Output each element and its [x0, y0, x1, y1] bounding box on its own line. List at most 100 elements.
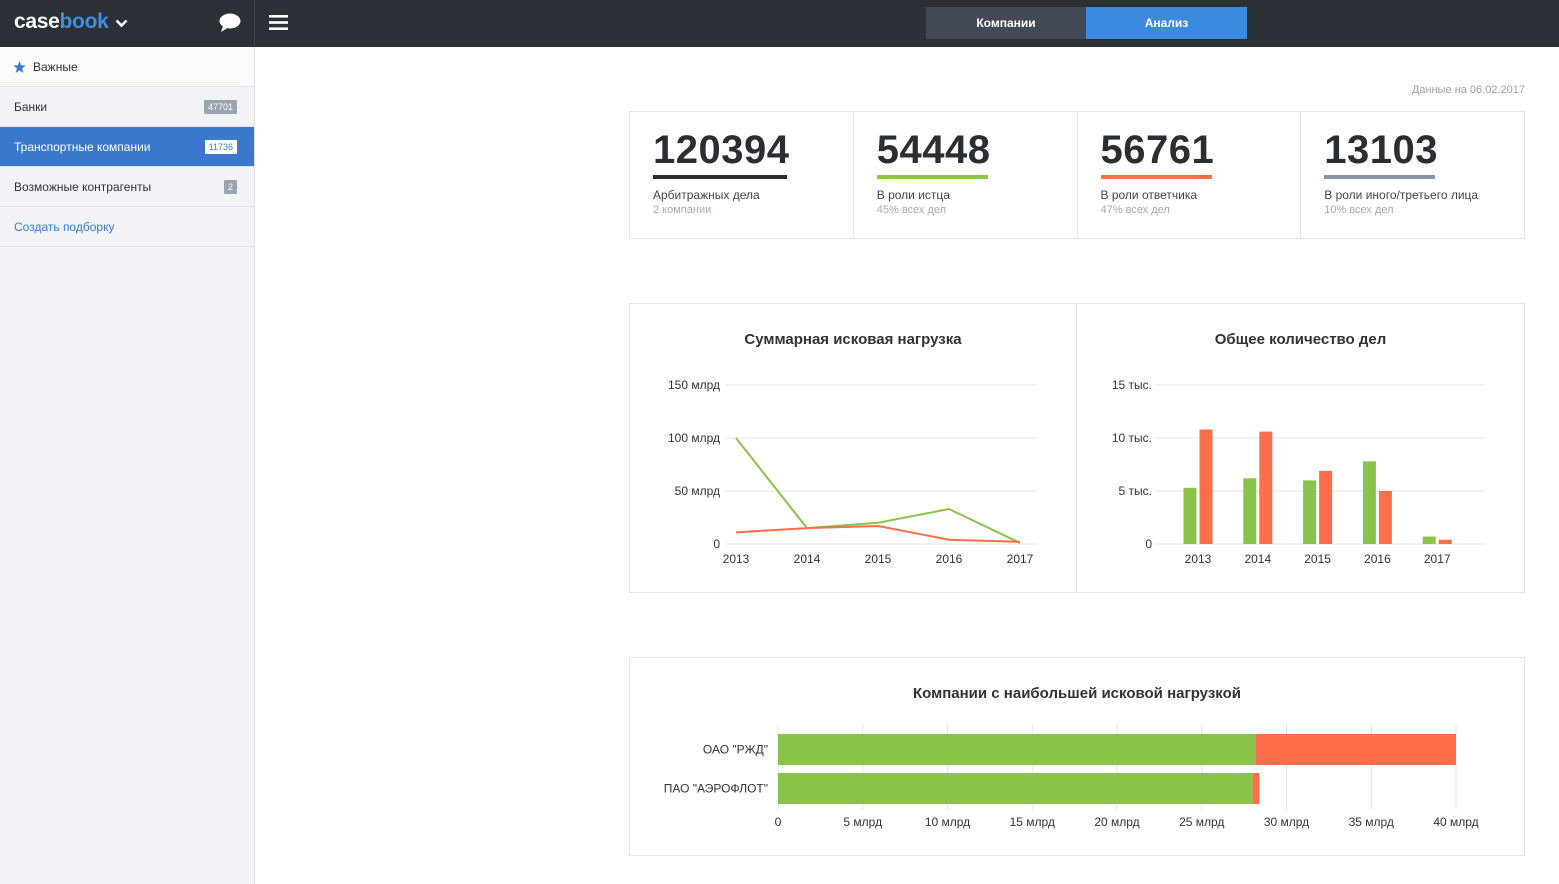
logo-suffix: book — [59, 10, 109, 33]
cases-bar-chart-svg: 0 5 тыс. 10 тыс. 15 тыс. 2013 2014 2015 2016 201… — [1112, 378, 1485, 566]
x-tick-label: 2017 — [1007, 552, 1034, 566]
stat-value: 54448 — [876, 128, 991, 172]
sidebar-item-possible-counterparties[interactable]: Возможные контрагенты 2 — [0, 167, 254, 207]
create-selection-link[interactable]: Создать подборку — [0, 207, 254, 247]
x-tick-label: 35 млрд — [1349, 815, 1394, 829]
bar — [1378, 491, 1392, 544]
series-line — [735, 524, 1021, 543]
stat-sublabel: 45% всех дел — [876, 204, 947, 216]
x-tick-label: 30 млрд — [1264, 815, 1309, 829]
y-category-label: ПАО "АЭРОФЛОТ" — [664, 782, 768, 796]
count-badge: 11736 — [204, 140, 237, 154]
stat-sublabel: 10% всех дел — [1324, 204, 1394, 216]
bar — [1422, 536, 1436, 544]
y-tick-label: 15 тыс. — [1112, 378, 1152, 392]
stats-panel: 120394 Арбитражных дела 2 компании 54448… — [629, 111, 1525, 239]
claims-load-chart: Суммарная исковая нагрузка 0 50 млрд 100 м… — [630, 304, 1077, 592]
stat-label: В роли истца — [876, 188, 950, 202]
x-tick-label: 2017 — [1424, 552, 1451, 566]
chart-title: Общее количество дел — [1214, 331, 1387, 348]
series-line — [735, 437, 1021, 544]
y-tick-label: 10 тыс. — [1112, 431, 1152, 445]
y-tick-label: 5 тыс. — [1119, 484, 1152, 498]
companies-hbar-chart-svg: 0 5 млрд 10 млрд 15 млрд 20 млрд 25 млрд 30 мл… — [664, 724, 1479, 829]
stat-underline — [1100, 175, 1212, 179]
data-date: Данные на 06.02.2017 — [1411, 84, 1525, 96]
stat-sublabel: 47% всех дел — [1100, 204, 1170, 216]
x-tick-label: 40 млрд — [1433, 815, 1478, 829]
stat-underline — [653, 175, 787, 179]
stat-underline — [876, 175, 988, 179]
chart-title: Компании с наибольшей исковой нагрузкой — [913, 685, 1241, 702]
sidebar-item-transport-companies[interactable]: Транспортные компании 11736 — [0, 127, 254, 167]
y-tick-label: 100 млрд — [668, 431, 720, 445]
x-tick-label: 2016 — [1364, 552, 1391, 566]
stat-value: 120394 — [653, 128, 790, 172]
x-tick-label: 2013 — [1185, 552, 1212, 566]
x-tick-label: 0 — [775, 815, 782, 829]
x-tick-label: 2015 — [865, 552, 892, 566]
view-tabs: Компании Анализ — [926, 7, 1247, 39]
stat-value: 13103 — [1324, 128, 1438, 172]
charts-panel: Суммарная исковая нагрузка 0 50 млрд 100 м… — [629, 303, 1525, 593]
stat-label: В роли иного/третьего лица — [1324, 188, 1479, 202]
stat-label: В роли ответчика — [1100, 188, 1198, 202]
stat-value: 56761 — [1100, 128, 1215, 172]
sidebar-item-label: Банки — [14, 99, 48, 114]
tab-companies[interactable]: Компании — [926, 7, 1086, 39]
casebook-logo[interactable]: case book — [14, 10, 128, 34]
stat-label: Арбитражных дела — [653, 188, 760, 202]
chart-title: Суммарная исковая нагрузка — [744, 331, 962, 348]
sidebar-item-important[interactable]: Важные — [0, 47, 254, 87]
x-tick-label: 25 млрд — [1179, 815, 1224, 829]
stat-sublabel: 2 компании — [653, 204, 712, 216]
count-badge: 2 — [223, 180, 237, 194]
bar — [1199, 429, 1213, 544]
stat-total-cases: 120394 Арбитражных дела 2 компании — [630, 112, 854, 238]
sidebar: Важные Банки 47701 Транспортные компании… — [0, 47, 255, 884]
x-tick-label: 5 млрд — [843, 815, 882, 829]
x-tick-label: 2014 — [1244, 552, 1271, 566]
stat-third-party: 13103 В роли иного/третьего лица 10% все… — [1301, 112, 1524, 238]
y-tick-label: 150 млрд — [668, 378, 720, 392]
sidebar-item-label: Важные — [33, 59, 78, 74]
x-tick-label: 2014 — [794, 552, 821, 566]
x-tick-label: 2015 — [1304, 552, 1331, 566]
hamburger-menu-icon[interactable] — [269, 14, 288, 31]
topbar-divider — [254, 0, 255, 47]
bar — [1252, 773, 1260, 804]
bar — [1183, 487, 1197, 544]
cases-count-chart: Общее количество дел 0 5 тыс. 10 тыс. 15 ты… — [1077, 304, 1524, 592]
x-tick-label: 15 млрд — [1010, 815, 1055, 829]
sidebar-item-label: Транспортные компании — [14, 139, 151, 154]
bar — [778, 773, 1253, 804]
sidebar-item-label: Возможные контрагенты — [14, 179, 152, 194]
stat-plaintiff: 54448 В роли истца 45% всех дел — [854, 112, 1078, 238]
bar — [778, 734, 1256, 765]
y-category-label: ОАО "РЖД" — [703, 743, 768, 757]
bar — [1303, 480, 1317, 544]
x-tick-label: 2016 — [936, 552, 963, 566]
tab-analysis[interactable]: Анализ — [1086, 7, 1247, 39]
claims-line-chart-svg: 0 50 млрд 100 млрд 150 млрд 2013 2014 2015 2016… — [668, 378, 1037, 566]
y-tick-label: 0 — [1145, 537, 1152, 551]
x-tick-label: 10 млрд — [925, 815, 970, 829]
chat-icon[interactable] — [218, 12, 242, 34]
bar — [1362, 461, 1376, 544]
star-icon — [13, 60, 26, 73]
x-tick-label: 20 млрд — [1094, 815, 1139, 829]
stat-defendant: 56761 В роли ответчика 47% всех дел — [1078, 112, 1302, 238]
y-tick-label: 0 — [713, 537, 720, 551]
logo-prefix: case — [14, 10, 60, 33]
chevron-down-icon[interactable] — [115, 19, 128, 28]
sidebar-item-banks[interactable]: Банки 47701 — [0, 87, 254, 127]
top-bar: case book Компании Анализ — [0, 0, 1559, 47]
stat-underline — [1324, 175, 1436, 179]
y-tick-label: 50 млрд — [675, 484, 720, 498]
bar — [1319, 470, 1333, 544]
bar — [1259, 431, 1273, 544]
bar — [1243, 478, 1257, 544]
count-badge: 47701 — [203, 100, 237, 114]
top-companies-chart: Компании с наибольшей исковой нагрузкой … — [629, 657, 1525, 856]
x-tick-label: 2013 — [723, 552, 750, 566]
